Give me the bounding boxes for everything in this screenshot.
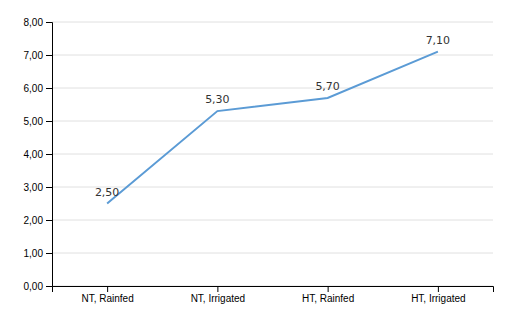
x-tick-mark [328, 286, 329, 292]
y-tick-mark [46, 121, 52, 122]
y-tick-mark [46, 22, 52, 23]
y-tick-label: 5,00 [24, 116, 44, 127]
y-tick-label: 8,00 [24, 17, 44, 28]
y-tick-mark [46, 220, 52, 221]
y-tick: 2,00 [24, 215, 52, 226]
y-tick: 8,00 [24, 17, 52, 28]
y-tick-mark [46, 88, 52, 89]
y-axis-line [46, 23, 53, 287]
data-label: 7,10 [426, 34, 451, 47]
line [107, 52, 438, 204]
y-axis: 0,00 1,00 2,00 3,00 4,00 5,00 6,00 7,00 8,00 [24, 17, 53, 292]
x-tick: NT, Rainfed [82, 286, 134, 304]
x-axis-line [53, 287, 494, 293]
y-tick: 4,00 [24, 149, 52, 160]
x-tick-label: HT, Irrigated [411, 293, 465, 304]
x-tick: NT, Irrigated [191, 286, 245, 304]
x-axis: NT, Rainfed NT, Irrigated HT, Rainfed HT, I… [53, 286, 494, 304]
x-tick-label: HT, Rainfed [302, 293, 354, 304]
y-tick: 5,00 [24, 116, 52, 127]
data-label: 5,30 [205, 93, 230, 106]
grid-line [52, 22, 493, 23]
grid-line [52, 253, 493, 254]
y-tick-mark [46, 253, 52, 254]
y-tick-label: 4,00 [24, 149, 44, 160]
y-tick-label: 1,00 [24, 248, 44, 259]
y-tick-label: 6,00 [24, 83, 44, 94]
y-tick: 1,00 [24, 248, 52, 259]
data-labels: 2,50 5,30 5,70 7,10 [95, 34, 450, 199]
x-tick-mark [107, 286, 108, 292]
grid-line [52, 154, 493, 155]
y-tick-label: 0,00 [24, 281, 44, 292]
grid-line [52, 220, 493, 221]
data-label: 2,50 [95, 186, 120, 199]
grid-line [52, 88, 493, 89]
y-tick-label: 7,00 [24, 50, 44, 61]
y-tick-mark [46, 286, 52, 287]
x-tick: HT, Irrigated [411, 286, 465, 304]
y-tick: 6,00 [24, 83, 52, 94]
x-tick-label: NT, Irrigated [191, 293, 245, 304]
x-tick: HT, Rainfed [302, 286, 354, 304]
x-tick-label: NT, Rainfed [82, 293, 134, 304]
y-tick-label: 3,00 [24, 182, 44, 193]
x-tick-mark [217, 286, 218, 292]
y-tick-mark [46, 154, 52, 155]
chart: 0,00 1,00 2,00 3,00 4,00 5,00 6,00 7,00 8,00 NT, … [0, 0, 517, 326]
data-label: 5,70 [315, 80, 340, 93]
grid [52, 22, 493, 286]
y-tick-mark [46, 55, 52, 56]
y-tick-label: 2,00 [24, 215, 44, 226]
y-tick: 0,00 [24, 281, 52, 292]
marks [107, 52, 438, 204]
grid-line [52, 121, 493, 122]
x-tick-mark [438, 286, 439, 292]
y-tick-mark [46, 187, 52, 188]
y-tick: 7,00 [24, 50, 52, 61]
plot: 0,00 1,00 2,00 3,00 4,00 5,00 6,00 7,00 8,00 NT, … [24, 17, 494, 304]
y-tick: 3,00 [24, 182, 52, 193]
